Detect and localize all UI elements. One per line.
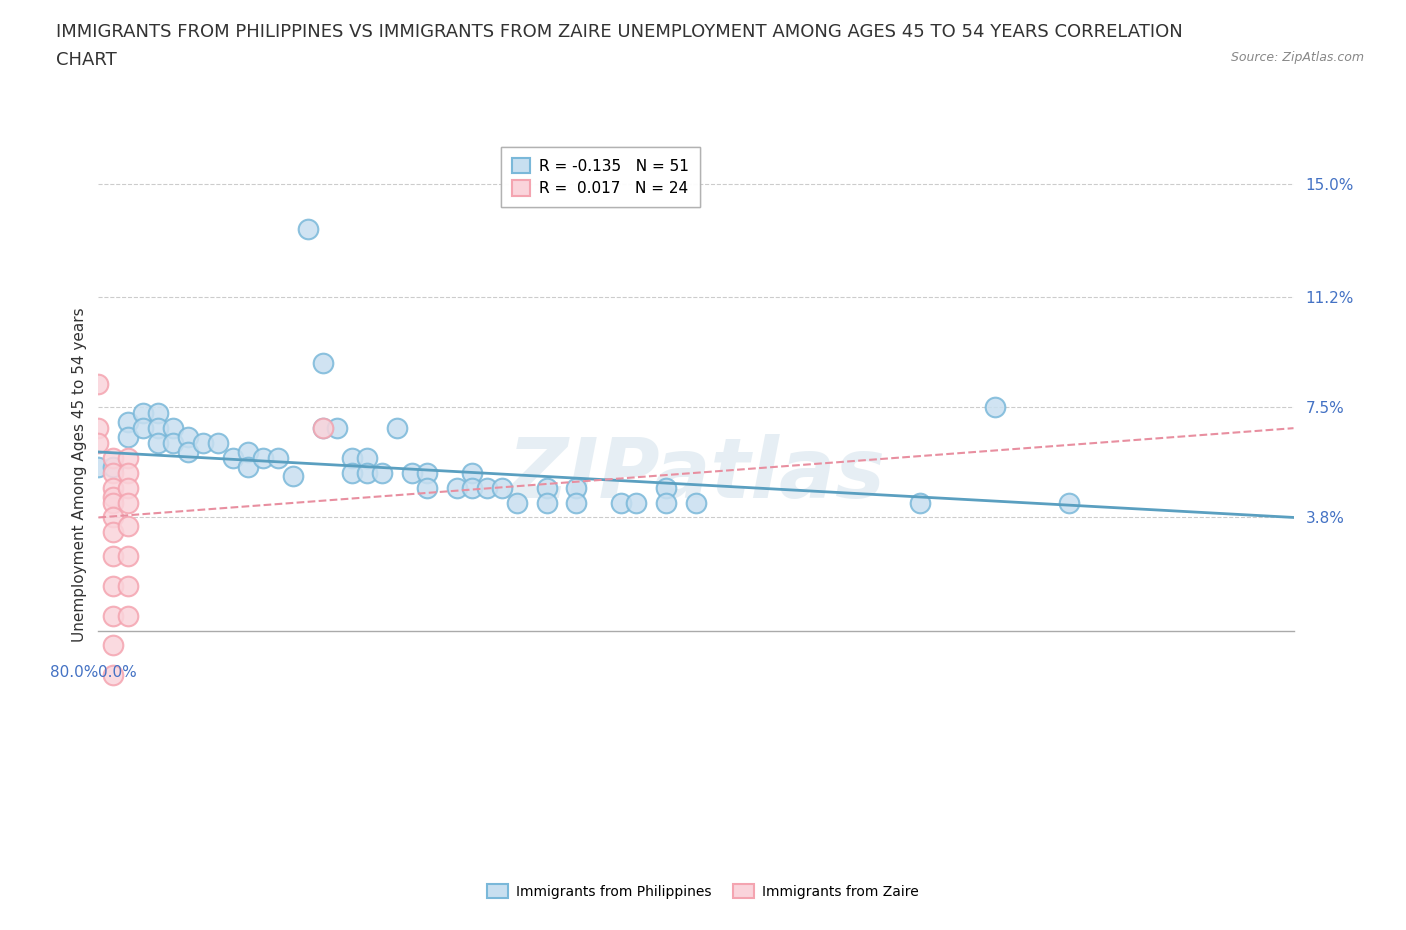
Point: [655, 495, 678, 510]
Point: [117, 549, 139, 564]
Point: [267, 450, 290, 465]
Point: [177, 430, 200, 445]
Point: [148, 405, 170, 420]
Point: [87, 435, 110, 450]
Point: [446, 480, 468, 495]
Point: [506, 495, 529, 510]
Legend: Immigrants from Philippines, Immigrants from Zaire: Immigrants from Philippines, Immigrants …: [482, 879, 924, 905]
Point: [103, 668, 125, 683]
Point: [401, 465, 423, 480]
Point: [222, 450, 245, 465]
Legend: R = -0.135   N = 51, R =  0.017   N = 24: R = -0.135 N = 51, R = 0.017 N = 24: [501, 147, 700, 206]
Point: [162, 420, 184, 435]
Point: [103, 459, 125, 474]
Point: [983, 400, 1005, 415]
Point: [236, 445, 259, 459]
Text: ZIPatlas: ZIPatlas: [508, 433, 884, 515]
Y-axis label: Unemployment Among Ages 45 to 54 years: Unemployment Among Ages 45 to 54 years: [72, 307, 87, 642]
Point: [461, 465, 484, 480]
Point: [1059, 495, 1081, 510]
Point: [103, 638, 125, 653]
Point: [536, 480, 558, 495]
Point: [103, 480, 125, 495]
Point: [685, 495, 707, 510]
Point: [148, 420, 170, 435]
Point: [103, 489, 125, 504]
Point: [311, 355, 333, 370]
Point: [416, 465, 439, 480]
Text: 0.0%: 0.0%: [98, 665, 138, 680]
Point: [342, 450, 364, 465]
Point: [565, 495, 588, 510]
Point: [117, 519, 139, 534]
Point: [326, 420, 349, 435]
Point: [252, 450, 274, 465]
Point: [103, 495, 125, 510]
Point: [371, 465, 394, 480]
Point: [162, 435, 184, 450]
Point: [624, 495, 647, 510]
Point: [461, 480, 484, 495]
Point: [311, 420, 333, 435]
Point: [177, 445, 200, 459]
Point: [117, 578, 139, 593]
Point: [475, 480, 498, 495]
Point: [117, 480, 139, 495]
Point: [103, 450, 125, 465]
Point: [117, 465, 139, 480]
Text: 80.0%: 80.0%: [51, 665, 98, 680]
Point: [342, 465, 364, 480]
Point: [132, 405, 155, 420]
Point: [491, 480, 513, 495]
Point: [117, 415, 139, 430]
Point: [416, 480, 439, 495]
Point: [117, 450, 139, 465]
Point: [87, 459, 110, 474]
Point: [103, 549, 125, 564]
Point: [117, 495, 139, 510]
Point: [908, 495, 931, 510]
Point: [207, 435, 229, 450]
Point: [117, 608, 139, 623]
Point: [385, 420, 409, 435]
Point: [87, 376, 110, 391]
Point: [87, 420, 110, 435]
Point: [236, 459, 259, 474]
Point: [281, 469, 304, 484]
Point: [311, 420, 333, 435]
Point: [132, 420, 155, 435]
Point: [103, 465, 125, 480]
Point: [655, 480, 678, 495]
Text: IMMIGRANTS FROM PHILIPPINES VS IMMIGRANTS FROM ZAIRE UNEMPLOYMENT AMONG AGES 45 : IMMIGRANTS FROM PHILIPPINES VS IMMIGRANT…: [56, 23, 1182, 41]
Point: [191, 435, 214, 450]
Point: [103, 525, 125, 539]
Point: [103, 510, 125, 525]
Text: CHART: CHART: [56, 51, 117, 69]
Point: [356, 465, 378, 480]
Point: [148, 435, 170, 450]
Point: [356, 450, 378, 465]
Point: [536, 495, 558, 510]
Point: [103, 578, 125, 593]
Point: [565, 480, 588, 495]
Point: [103, 608, 125, 623]
Point: [297, 221, 319, 236]
Text: Source: ZipAtlas.com: Source: ZipAtlas.com: [1230, 51, 1364, 64]
Point: [610, 495, 633, 510]
Point: [117, 430, 139, 445]
